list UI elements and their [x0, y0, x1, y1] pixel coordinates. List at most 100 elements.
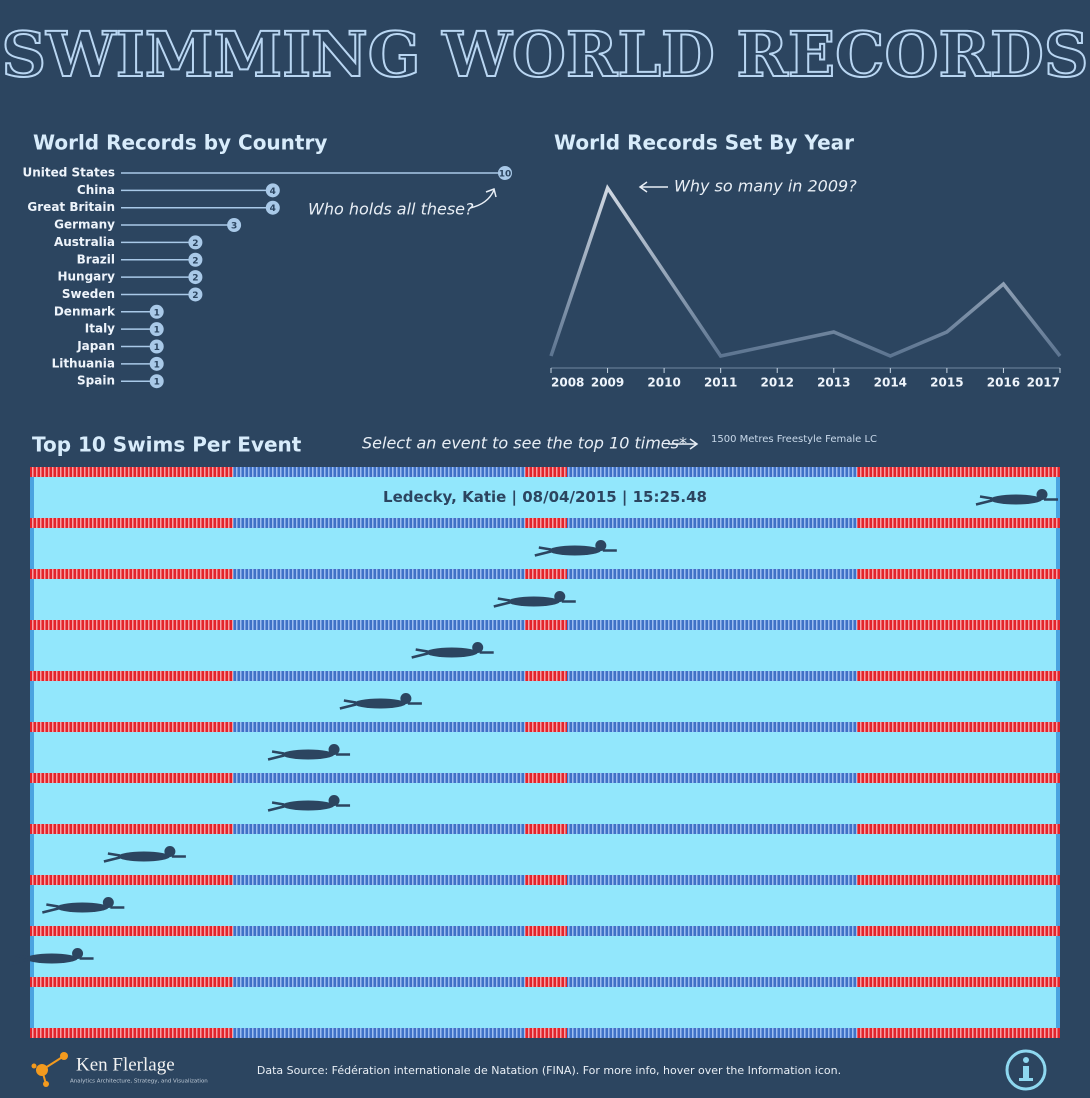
lollipop-dot — [188, 235, 203, 250]
lane-rope — [233, 977, 525, 987]
lane-rope — [567, 518, 857, 528]
lane-rope — [233, 671, 525, 681]
logo — [31, 1052, 68, 1087]
lane-rope — [857, 518, 1060, 528]
lane-rope — [30, 671, 233, 681]
lane-rope — [857, 926, 1060, 936]
swimmer — [534, 540, 617, 557]
lane-rope — [525, 518, 567, 528]
swimmer-limbs — [11, 954, 94, 965]
swimmer-body — [425, 647, 478, 658]
lane-rope — [567, 926, 857, 936]
lane-rope — [30, 773, 233, 783]
category-label: Japan — [76, 339, 115, 353]
category-label: China — [77, 183, 115, 197]
swimmer-body — [117, 851, 170, 862]
chart-title: Top 10 Swims Per Event — [32, 433, 302, 457]
swimmer-head — [554, 591, 566, 602]
lane-rope — [233, 824, 525, 834]
lane-rope — [233, 926, 525, 936]
lane-rope — [525, 620, 567, 630]
lollipop-dot — [188, 252, 203, 267]
value-label: 2 — [192, 256, 198, 266]
lane-rope — [857, 620, 1060, 630]
lane-rope — [567, 569, 857, 579]
lane-rope — [857, 569, 1060, 579]
page-title: SWIMMING WORLD RECORDS — [1, 18, 1088, 91]
value-label: 2 — [192, 274, 198, 284]
lane-rope — [30, 926, 233, 936]
value-label: 2 — [192, 239, 198, 249]
lane-rope — [567, 467, 857, 477]
annotation: Select an event to see the top 10 times* — [362, 434, 687, 453]
swimmer — [267, 795, 351, 812]
lane-rope — [525, 773, 567, 783]
swimmer-limbs — [493, 597, 576, 608]
value-label: 1 — [154, 378, 160, 388]
lane-rope — [233, 620, 525, 630]
lane-rope — [30, 1028, 233, 1038]
lane-rope — [857, 722, 1060, 732]
swimmer — [339, 693, 422, 710]
swimmer-limbs — [339, 699, 422, 710]
x-tick-label: 2008 — [551, 376, 584, 390]
lane-rope — [233, 1028, 525, 1038]
category-label: Germany — [54, 218, 115, 232]
lane-rope — [30, 977, 233, 987]
lollipop-dot — [149, 339, 164, 354]
lane-rope — [857, 671, 1060, 681]
line — [549, 184, 1062, 358]
swimmer-body — [507, 596, 560, 607]
category-label: Spain — [77, 374, 115, 388]
tagline: Analytics Architecture, Strategy, and Vi… — [70, 1079, 208, 1085]
swimmer-body — [353, 698, 406, 709]
lollipop-dot — [227, 218, 242, 233]
swimmer — [11, 948, 94, 965]
lane-rope — [233, 569, 525, 579]
category-label: Hungary — [57, 270, 115, 284]
swimmer-limbs — [975, 495, 1058, 506]
swimmer-body — [282, 800, 335, 811]
info-icon[interactable] — [1005, 1049, 1047, 1091]
x-tick-label: 2009 — [591, 376, 624, 390]
swimmer-body — [990, 494, 1042, 505]
swimmer-head — [400, 693, 412, 704]
data-source: Data Source: Fédération internationale d… — [257, 1064, 841, 1077]
lane-rope — [525, 467, 567, 477]
value-label: 1 — [154, 360, 160, 370]
lane-rope — [857, 875, 1060, 885]
lane-rope — [857, 467, 1060, 477]
lane-rope — [525, 569, 567, 579]
lollipop-dot — [265, 200, 280, 215]
lane-rope — [233, 518, 525, 528]
value-label: 4 — [270, 187, 276, 197]
swimmer — [411, 642, 494, 659]
swimmer — [267, 744, 351, 761]
lane-rope — [233, 875, 525, 885]
lane-rope — [30, 875, 233, 885]
lane-rope — [857, 1028, 1060, 1038]
lollipop-dot — [265, 183, 280, 198]
arrow — [469, 188, 497, 209]
pool-water — [34, 467, 1056, 1038]
swimmer-limbs — [411, 648, 494, 659]
arrow — [638, 181, 668, 193]
category-label: Great Britain — [27, 200, 115, 214]
event-selector[interactable]: 1500 Metres Freestyle Female LC — [711, 434, 877, 445]
lane-rope — [233, 722, 525, 732]
x-tick-label: 2013 — [817, 376, 850, 390]
lane-rope — [30, 569, 233, 579]
swimmer-head — [328, 744, 340, 755]
swimmer-head — [472, 642, 484, 653]
lane-rope — [525, 875, 567, 885]
category-label: Denmark — [54, 304, 116, 318]
x-tick-label: 2015 — [930, 376, 963, 390]
swimmer-head — [72, 948, 84, 959]
x-tick-label: 2016 — [987, 376, 1020, 390]
lollipop-dot — [188, 270, 203, 285]
lane-rope — [525, 977, 567, 987]
x-tick-label: 2017 — [1027, 376, 1060, 390]
lane-rope — [567, 671, 857, 681]
lane-rope — [567, 773, 857, 783]
